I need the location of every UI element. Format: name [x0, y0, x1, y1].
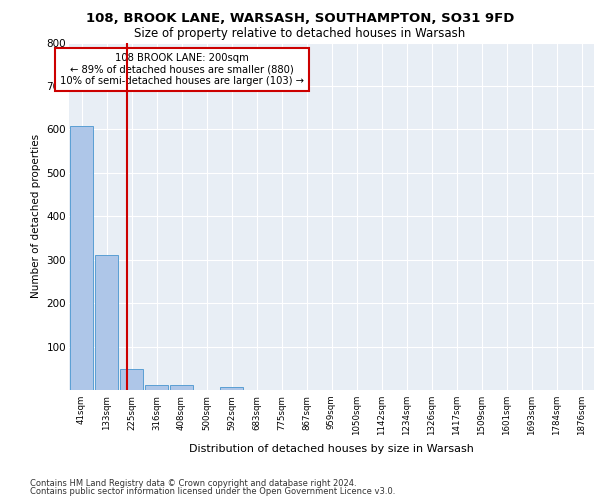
Bar: [220, 386, 244, 390]
Bar: [70, 126, 94, 390]
Text: Size of property relative to detached houses in Warsash: Size of property relative to detached ho…: [134, 28, 466, 40]
X-axis label: Distribution of detached houses by size in Warsash: Distribution of detached houses by size …: [189, 444, 474, 454]
Bar: [170, 385, 193, 390]
Text: Contains HM Land Registry data © Crown copyright and database right 2024.: Contains HM Land Registry data © Crown c…: [30, 478, 356, 488]
Text: 108 BROOK LANE: 200sqm
← 89% of detached houses are smaller (880)
10% of semi-de: 108 BROOK LANE: 200sqm ← 89% of detached…: [60, 53, 304, 86]
Y-axis label: Number of detached properties: Number of detached properties: [31, 134, 41, 298]
Bar: [145, 385, 169, 390]
Text: Contains public sector information licensed under the Open Government Licence v3: Contains public sector information licen…: [30, 487, 395, 496]
Text: 108, BROOK LANE, WARSASH, SOUTHAMPTON, SO31 9FD: 108, BROOK LANE, WARSASH, SOUTHAMPTON, S…: [86, 12, 514, 26]
Bar: [95, 256, 118, 390]
Bar: [119, 369, 143, 390]
